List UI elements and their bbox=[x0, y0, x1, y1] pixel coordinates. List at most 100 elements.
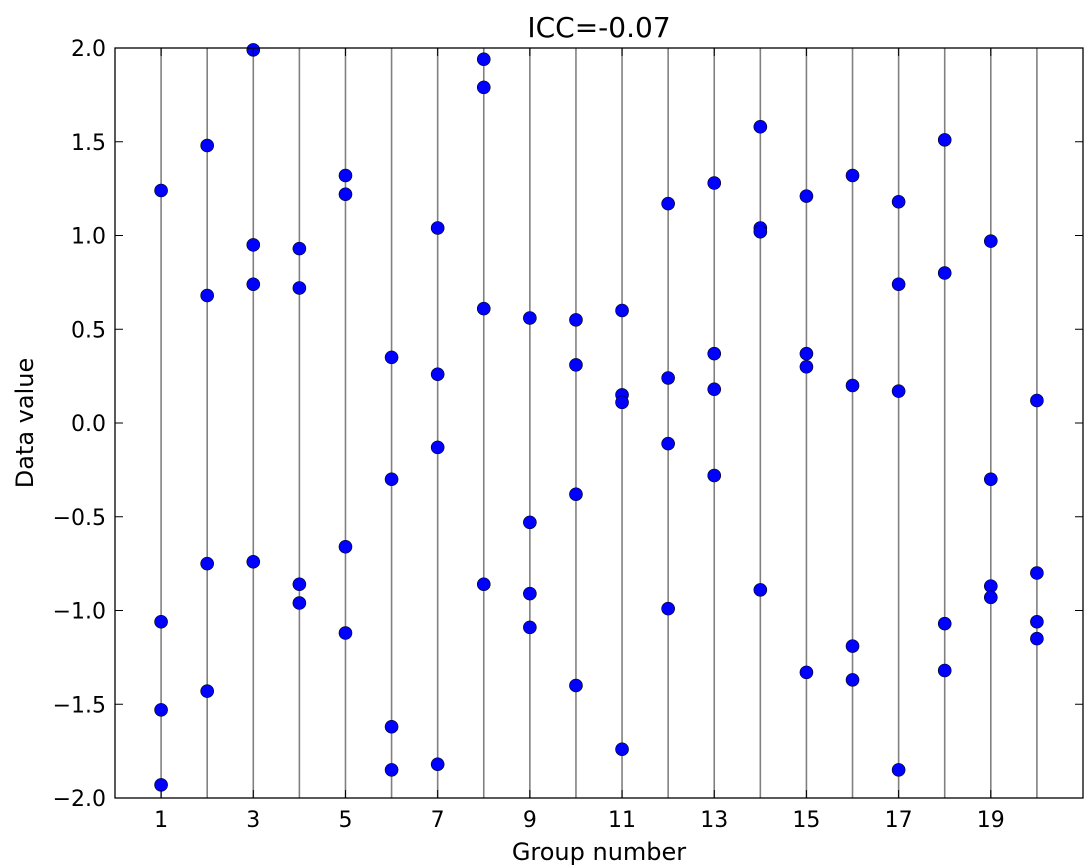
x-axis-label: Group number bbox=[512, 838, 686, 866]
data-point bbox=[799, 346, 814, 361]
data-point bbox=[984, 472, 998, 487]
data-point bbox=[292, 596, 307, 610]
data-point bbox=[338, 168, 353, 183]
chart-title: ICC=-0.07 bbox=[527, 11, 670, 44]
data-point bbox=[292, 241, 307, 256]
data-point bbox=[1030, 393, 1044, 408]
data-point bbox=[523, 515, 537, 530]
data-point bbox=[384, 472, 399, 487]
data-point bbox=[430, 757, 445, 772]
data-point bbox=[707, 176, 722, 190]
x-tick-label: 11 bbox=[608, 808, 636, 833]
data-point bbox=[615, 395, 629, 410]
data-point bbox=[430, 221, 445, 235]
data-point bbox=[661, 371, 675, 385]
plot-frame bbox=[114, 47, 1084, 799]
y-tick-label: 1.5 bbox=[71, 131, 106, 156]
x-tick-label: 17 bbox=[885, 808, 913, 833]
data-point bbox=[246, 238, 261, 252]
data-point bbox=[753, 119, 768, 134]
data-point bbox=[799, 665, 814, 680]
x-axis-ticks: 1 3 5 7 9 11 13 15 17 19 bbox=[154, 48, 1005, 833]
data-point bbox=[799, 359, 814, 374]
data-point bbox=[523, 586, 537, 601]
data-point bbox=[200, 684, 214, 698]
data-point bbox=[523, 311, 537, 325]
data-point bbox=[154, 778, 168, 792]
data-point bbox=[1030, 566, 1044, 580]
y-tick-label: −1.0 bbox=[53, 600, 106, 625]
data-point bbox=[430, 367, 445, 382]
data-point bbox=[200, 138, 214, 153]
data-point bbox=[707, 346, 722, 361]
data-point bbox=[476, 301, 491, 316]
y-tick-label: −2.0 bbox=[53, 787, 106, 812]
data-point bbox=[845, 673, 860, 687]
data-point bbox=[937, 133, 952, 147]
data-point bbox=[200, 288, 214, 303]
data-point bbox=[615, 742, 629, 757]
data-point bbox=[984, 234, 998, 248]
data-point bbox=[845, 168, 860, 183]
data-point bbox=[476, 80, 491, 95]
data-point bbox=[937, 266, 952, 280]
y-tick-label: 2.0 bbox=[71, 37, 106, 62]
data-point bbox=[338, 187, 353, 202]
x-tick-label: 19 bbox=[977, 808, 1005, 833]
data-point bbox=[891, 384, 906, 398]
data-point bbox=[338, 626, 353, 640]
x-tick-label: 15 bbox=[792, 808, 820, 833]
x-tick-label: 9 bbox=[523, 808, 537, 833]
data-point bbox=[707, 468, 722, 483]
x-tick-label: 3 bbox=[246, 808, 260, 833]
data-point bbox=[753, 224, 768, 239]
data-point bbox=[984, 590, 998, 605]
y-tick-label: 0.5 bbox=[71, 318, 106, 343]
data-point bbox=[154, 703, 168, 717]
data-point bbox=[200, 556, 214, 571]
data-points bbox=[154, 43, 1044, 792]
data-point bbox=[891, 277, 906, 292]
y-axis-ticks: 2.0 1.5 1.0 0.5 0.0 −0.5 −1.0 −1.5 −2.0 bbox=[53, 37, 1083, 812]
data-point bbox=[384, 719, 399, 734]
data-point bbox=[476, 52, 491, 67]
data-point bbox=[661, 601, 675, 616]
data-point bbox=[891, 763, 906, 777]
y-tick-label: −1.5 bbox=[53, 693, 106, 718]
data-point bbox=[569, 678, 583, 693]
data-point bbox=[569, 358, 583, 372]
x-tick-label: 5 bbox=[338, 808, 352, 833]
data-point bbox=[753, 583, 768, 597]
data-point bbox=[1030, 631, 1044, 646]
data-point bbox=[937, 616, 952, 631]
data-point bbox=[569, 313, 583, 327]
y-tick-label: 1.0 bbox=[71, 225, 106, 250]
data-point bbox=[569, 487, 583, 502]
data-point bbox=[661, 196, 675, 211]
data-point bbox=[1030, 614, 1044, 629]
data-point bbox=[384, 350, 399, 365]
data-point bbox=[154, 183, 168, 198]
data-point bbox=[430, 440, 445, 455]
data-point bbox=[891, 194, 906, 209]
data-point bbox=[338, 539, 353, 554]
data-point bbox=[246, 554, 261, 569]
y-tick-label: −0.5 bbox=[53, 506, 106, 531]
data-point bbox=[292, 281, 307, 295]
data-point bbox=[476, 577, 491, 592]
data-point bbox=[384, 763, 399, 777]
data-point bbox=[661, 436, 675, 451]
x-tick-label: 1 bbox=[154, 808, 168, 833]
x-tick-label: 7 bbox=[431, 808, 445, 833]
data-point bbox=[615, 303, 629, 318]
group-lines bbox=[160, 48, 1038, 798]
data-point bbox=[845, 639, 860, 653]
data-point bbox=[246, 277, 261, 292]
x-tick-label: 13 bbox=[700, 808, 728, 833]
data-point bbox=[154, 614, 168, 629]
data-point bbox=[707, 382, 722, 397]
data-point bbox=[292, 577, 307, 592]
data-point bbox=[845, 378, 860, 393]
